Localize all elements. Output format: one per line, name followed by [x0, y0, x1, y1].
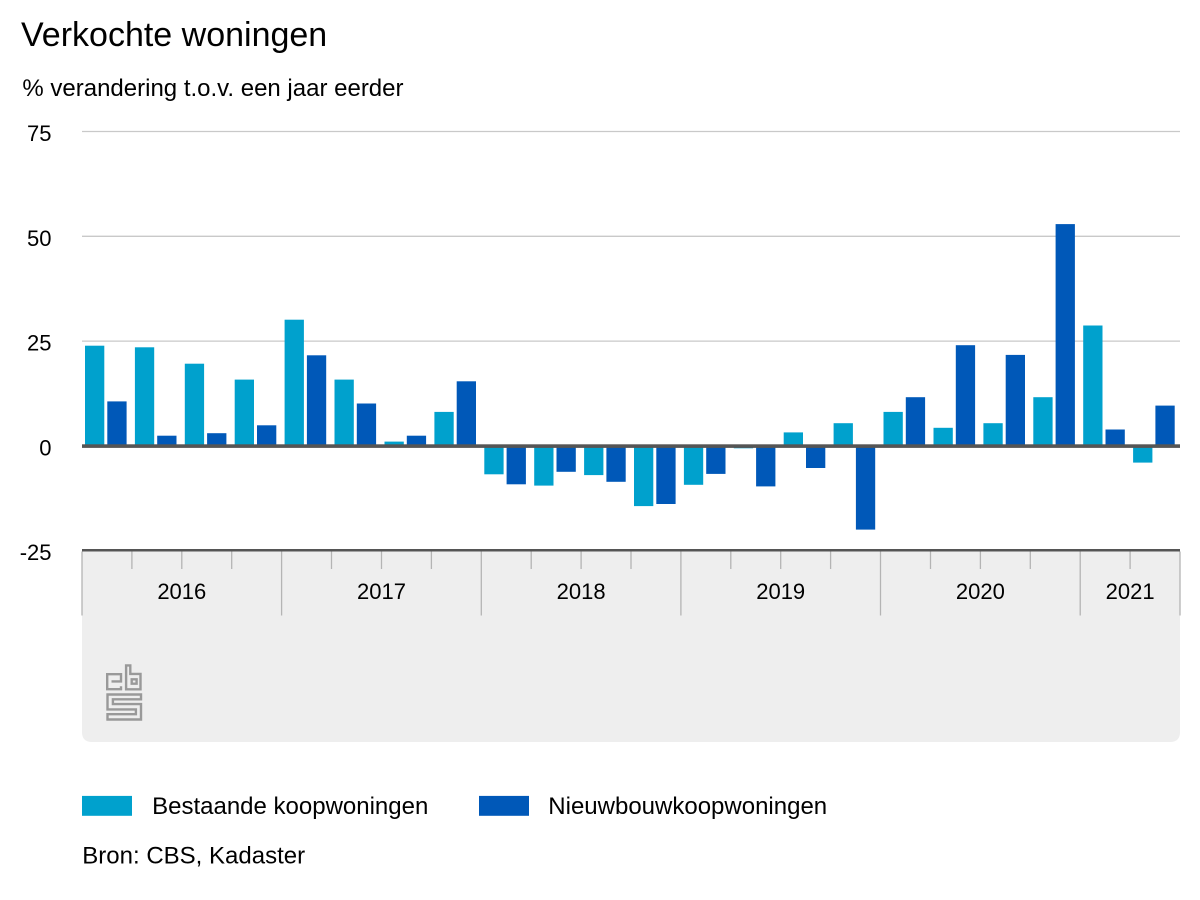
svg-text:2018: 2018: [557, 579, 606, 604]
svg-text:Bron: CBS, Kadaster: Bron: CBS, Kadaster: [82, 842, 305, 869]
svg-text:0: 0: [39, 435, 51, 460]
svg-text:% verandering t.o.v. een jaar: % verandering t.o.v. een jaar eerder: [22, 75, 403, 102]
svg-text:2020: 2020: [956, 579, 1005, 604]
svg-text:2016: 2016: [157, 579, 206, 604]
svg-text:2021: 2021: [1106, 579, 1155, 604]
svg-text:Verkochte woningen: Verkochte woningen: [21, 16, 327, 54]
svg-text:Bestaande koopwoningen: Bestaande koopwoningen: [152, 793, 428, 820]
svg-text:Nieuwbouwkoopwoningen: Nieuwbouwkoopwoningen: [548, 793, 827, 820]
svg-text:25: 25: [27, 331, 51, 356]
svg-text:2017: 2017: [357, 579, 406, 604]
svg-text:2019: 2019: [756, 579, 805, 604]
svg-text:-25: -25: [20, 540, 52, 565]
svg-text:75: 75: [27, 121, 51, 146]
svg-text:50: 50: [27, 226, 51, 251]
